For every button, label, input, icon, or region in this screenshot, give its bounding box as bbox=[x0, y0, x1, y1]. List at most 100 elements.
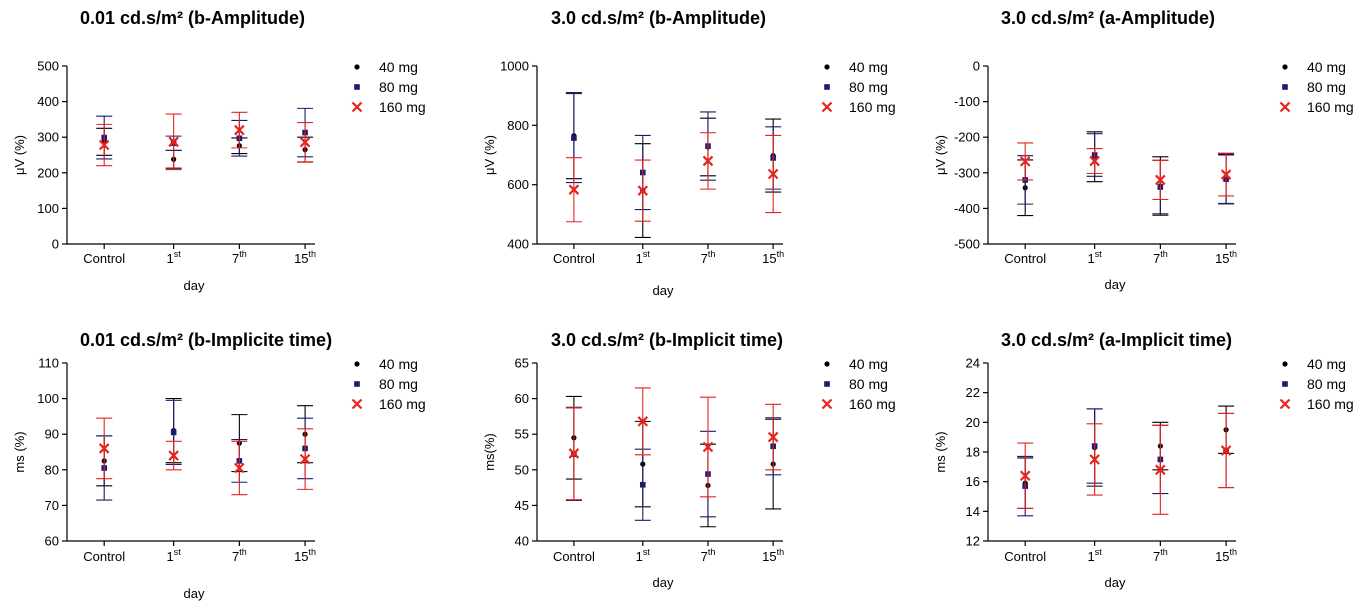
series-40-mg bbox=[96, 398, 314, 487]
y-tick-label: 100 bbox=[37, 201, 59, 216]
series-40-mg bbox=[1017, 131, 1235, 217]
x-tick-label: 1st bbox=[636, 249, 651, 266]
data-point bbox=[1155, 174, 1166, 186]
data-point bbox=[568, 448, 580, 459]
legend-label: 80 mg bbox=[379, 376, 418, 392]
data-point bbox=[168, 450, 179, 461]
legend-marker bbox=[821, 101, 833, 113]
y-axis-label: μV (%) bbox=[933, 135, 948, 175]
x-tick-label: 7th bbox=[1153, 249, 1168, 266]
x-axis-label: day bbox=[1105, 575, 1126, 590]
y-tick-label: 400 bbox=[507, 237, 529, 252]
data-point bbox=[702, 441, 714, 453]
y-tick-label: 12 bbox=[966, 534, 980, 549]
data-point bbox=[234, 462, 245, 474]
x-tick-label: 15th bbox=[294, 249, 316, 266]
y-tick-label: -400 bbox=[954, 201, 980, 216]
x-axis-label: day bbox=[184, 586, 205, 601]
data-point bbox=[767, 431, 779, 443]
x-tick-label: 7th bbox=[232, 547, 247, 564]
series-80-mg bbox=[96, 399, 314, 501]
legend-marker bbox=[1282, 361, 1288, 367]
chart-panel-3: 3.0 cd.s/m² (a-Amplitude) -500 -400 -300 -20… bbox=[933, 8, 1354, 292]
y-tick-label: 24 bbox=[966, 356, 980, 371]
chart-title: 3.0 cd.s/m² (a-Amplitude) bbox=[1001, 8, 1215, 28]
y-tick-label: 500 bbox=[37, 59, 59, 74]
chart-panel-2: 3.0 cd.s/m² (b-Amplitude) 400 600 800 1000 μV… bbox=[482, 8, 896, 298]
legend-label: 40 mg bbox=[1307, 59, 1346, 75]
y-tick-label: 20 bbox=[966, 415, 980, 430]
y-tick-label: 65 bbox=[515, 356, 529, 371]
chart-panel-1: 0.01 cd.s/m² (b-Amplitude) 0 100 200 300 400 5… bbox=[12, 8, 426, 293]
y-tick-label: 45 bbox=[515, 498, 529, 513]
x-axis-label: day bbox=[653, 283, 674, 298]
series-80-mg bbox=[565, 93, 782, 211]
x-tick-label: 15th bbox=[1215, 249, 1237, 266]
legend-marker bbox=[1279, 101, 1291, 113]
chart-panel-5: 3.0 cd.s/m² (b-Implicit time) 40 45 50 55 60 6… bbox=[482, 330, 896, 590]
legend: 40 mg 80 mg 160 mg bbox=[821, 356, 896, 412]
x-tick-label: 1st bbox=[636, 547, 651, 564]
series-160-mg bbox=[565, 132, 782, 223]
chart-title: 3.0 cd.s/m² (b-Amplitude) bbox=[551, 8, 766, 28]
chart-title: 3.0 cd.s/m² (a-Implicit time) bbox=[1001, 330, 1232, 350]
x-tick-label: Control bbox=[553, 251, 595, 266]
data-point bbox=[170, 429, 177, 436]
x-tick-label: 7th bbox=[701, 249, 716, 266]
y-tick-label: 0 bbox=[52, 237, 59, 252]
y-axis-label: μV (%) bbox=[12, 135, 27, 175]
legend-label: 40 mg bbox=[379, 356, 418, 372]
y-tick-label: 40 bbox=[515, 534, 529, 549]
data-point bbox=[168, 136, 179, 148]
y-tick-label: -300 bbox=[954, 165, 980, 180]
y-tick-label: 50 bbox=[515, 462, 529, 477]
x-axis-label: day bbox=[184, 278, 205, 293]
data-point bbox=[637, 185, 649, 196]
x-tick-label: 1st bbox=[1088, 547, 1103, 564]
data-point bbox=[98, 443, 110, 454]
x-tick-label: 7th bbox=[701, 547, 716, 564]
x-tick-label: Control bbox=[1004, 251, 1046, 266]
data-point bbox=[1155, 464, 1166, 476]
series-160-mg bbox=[565, 387, 782, 501]
series-40-mg bbox=[565, 92, 782, 239]
data-point bbox=[1019, 470, 1031, 482]
legend-marker bbox=[351, 101, 363, 113]
y-tick-label: 100 bbox=[37, 391, 59, 406]
x-tick-label: 1st bbox=[167, 249, 182, 266]
chart-title: 0.01 cd.s/m² (b-Implicite time) bbox=[80, 330, 332, 350]
x-tick-label: Control bbox=[83, 549, 125, 564]
y-tick-label: 800 bbox=[507, 118, 529, 133]
legend-marker bbox=[1279, 398, 1291, 410]
legend-label: 160 mg bbox=[1307, 396, 1354, 412]
legend-label: 40 mg bbox=[849, 356, 888, 372]
legend-marker bbox=[1282, 381, 1288, 387]
data-point bbox=[1089, 155, 1100, 167]
legend-label: 40 mg bbox=[379, 59, 418, 75]
legend-marker bbox=[1282, 84, 1288, 90]
legend-label: 160 mg bbox=[849, 396, 896, 412]
x-tick-label: 1st bbox=[167, 547, 182, 564]
data-point bbox=[1019, 156, 1031, 167]
legend-marker bbox=[354, 361, 360, 367]
y-tick-label: 16 bbox=[966, 474, 980, 489]
series-80-mg bbox=[1017, 408, 1235, 517]
legend-marker bbox=[821, 398, 833, 410]
x-axis-label: day bbox=[653, 575, 674, 590]
legend-label: 80 mg bbox=[849, 376, 888, 392]
legend: 40 mg 80 mg 160 mg bbox=[351, 356, 426, 412]
y-tick-label: 0 bbox=[973, 59, 980, 74]
data-point bbox=[1220, 169, 1232, 180]
legend-label: 80 mg bbox=[1307, 79, 1346, 95]
data-point bbox=[299, 136, 311, 148]
series-40-mg bbox=[1017, 405, 1235, 509]
y-tick-label: 60 bbox=[515, 391, 529, 406]
legend-marker bbox=[1282, 64, 1288, 70]
x-tick-label: 7th bbox=[1153, 547, 1168, 564]
legend-label: 80 mg bbox=[1307, 376, 1346, 392]
series-160-mg bbox=[1017, 142, 1235, 201]
chart-panel-6: 3.0 cd.s/m² (a-Implicit time) 12 14 16 18 20 2… bbox=[933, 330, 1354, 590]
data-point bbox=[1220, 445, 1232, 456]
data-point bbox=[639, 481, 646, 488]
legend-label: 160 mg bbox=[379, 99, 426, 115]
